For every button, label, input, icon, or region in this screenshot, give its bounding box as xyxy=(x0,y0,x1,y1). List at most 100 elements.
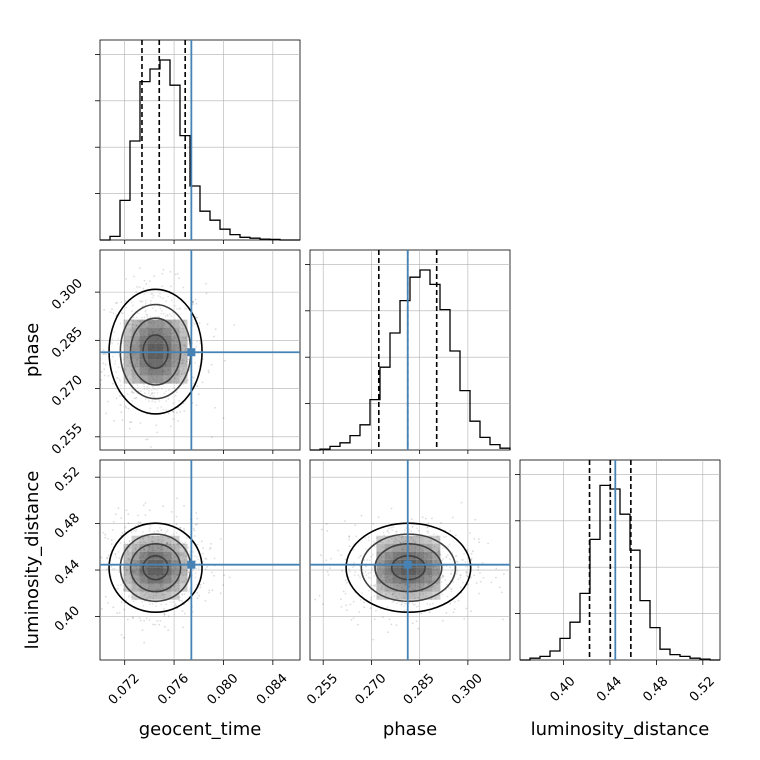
sample-point xyxy=(367,572,370,575)
density-cell xyxy=(163,591,172,600)
sample-point xyxy=(127,550,129,552)
sample-point xyxy=(387,631,389,634)
sample-point xyxy=(137,521,140,524)
sample-point xyxy=(377,516,380,519)
sample-point xyxy=(107,554,110,557)
sample-point xyxy=(337,549,339,552)
sample-point xyxy=(417,529,420,532)
sample-point xyxy=(440,581,443,583)
sample-point xyxy=(445,535,447,538)
sample-point xyxy=(135,325,138,327)
density-cell xyxy=(408,591,417,600)
sample-point xyxy=(390,537,393,540)
y-tick-label-luminosity_distance: 0.40 xyxy=(52,603,83,634)
density-cell xyxy=(131,335,140,344)
sample-point xyxy=(173,548,176,551)
y-tick-label-luminosity_distance: 0.52 xyxy=(52,464,83,495)
density-cell xyxy=(179,351,188,360)
sample-point xyxy=(136,319,139,322)
sample-point xyxy=(166,547,169,550)
density-cell xyxy=(123,567,132,576)
sample-point xyxy=(126,544,129,546)
sample-point xyxy=(410,536,413,539)
sample-point xyxy=(455,572,458,575)
sample-point xyxy=(422,593,425,595)
sample-point xyxy=(465,571,468,573)
sample-point xyxy=(156,407,159,409)
density-cell xyxy=(424,591,433,600)
sample-point xyxy=(185,347,187,350)
sample-point xyxy=(386,529,389,532)
sample-point xyxy=(142,504,145,507)
sample-point xyxy=(172,311,175,314)
sample-point xyxy=(197,568,200,570)
sample-point xyxy=(341,569,344,572)
sample-point xyxy=(89,381,91,383)
sample-point xyxy=(150,389,153,391)
sample-point xyxy=(178,599,181,602)
sample-point xyxy=(118,378,121,381)
sample-point xyxy=(392,592,394,595)
density-cell xyxy=(392,575,401,584)
sample-point xyxy=(114,513,117,516)
sample-point xyxy=(161,309,163,312)
sample-point xyxy=(172,418,175,420)
sample-point xyxy=(134,377,136,380)
sample-point xyxy=(183,345,186,348)
density-cell xyxy=(155,367,164,376)
sample-point xyxy=(110,565,113,568)
sample-point xyxy=(445,556,448,558)
sample-point xyxy=(125,306,128,309)
density-cell xyxy=(147,375,156,384)
sample-point xyxy=(189,553,191,556)
density-cell xyxy=(123,327,132,336)
density-cell xyxy=(155,535,164,544)
sample-point xyxy=(436,583,438,585)
sample-point xyxy=(363,606,366,609)
sample-point xyxy=(130,421,133,424)
sample-point xyxy=(201,381,204,384)
sample-point xyxy=(147,535,150,538)
scatter-panel-geocent_time-vs-luminosity_distance xyxy=(95,459,301,661)
sample-point xyxy=(165,377,168,380)
sample-point xyxy=(168,537,171,540)
sample-point xyxy=(363,559,366,562)
sample-point xyxy=(144,585,147,588)
sample-point xyxy=(126,344,129,347)
sample-point xyxy=(214,406,216,409)
sample-point xyxy=(375,610,377,612)
sample-point xyxy=(482,577,485,579)
sample-point xyxy=(119,395,121,397)
density-cell xyxy=(171,343,180,352)
sample-point xyxy=(387,583,390,586)
density-cell xyxy=(155,559,164,568)
sample-point xyxy=(200,540,203,543)
sample-point xyxy=(178,584,181,587)
sample-point xyxy=(197,393,200,396)
sample-point xyxy=(135,593,138,596)
sample-point xyxy=(427,544,429,547)
sample-point xyxy=(164,593,166,596)
sample-point xyxy=(441,547,444,549)
sample-point xyxy=(358,611,361,613)
histogram-luminosity_distance xyxy=(520,484,720,661)
sample-point xyxy=(384,593,387,596)
sample-point xyxy=(185,338,188,340)
sample-point xyxy=(202,552,204,555)
sample-point xyxy=(419,536,421,539)
sample-point xyxy=(95,573,97,575)
sample-point xyxy=(156,431,159,434)
sample-point xyxy=(125,340,127,343)
density-cell xyxy=(123,575,132,584)
sample-point xyxy=(172,411,175,413)
sample-point xyxy=(438,538,441,541)
sample-point xyxy=(117,551,120,553)
sample-point xyxy=(214,328,217,331)
sample-point xyxy=(471,550,474,553)
sample-point xyxy=(136,541,139,544)
density-cell xyxy=(416,567,425,576)
density-cell xyxy=(179,551,188,560)
density-cell xyxy=(400,583,409,592)
density-cell xyxy=(432,535,441,544)
sample-point xyxy=(184,541,187,544)
